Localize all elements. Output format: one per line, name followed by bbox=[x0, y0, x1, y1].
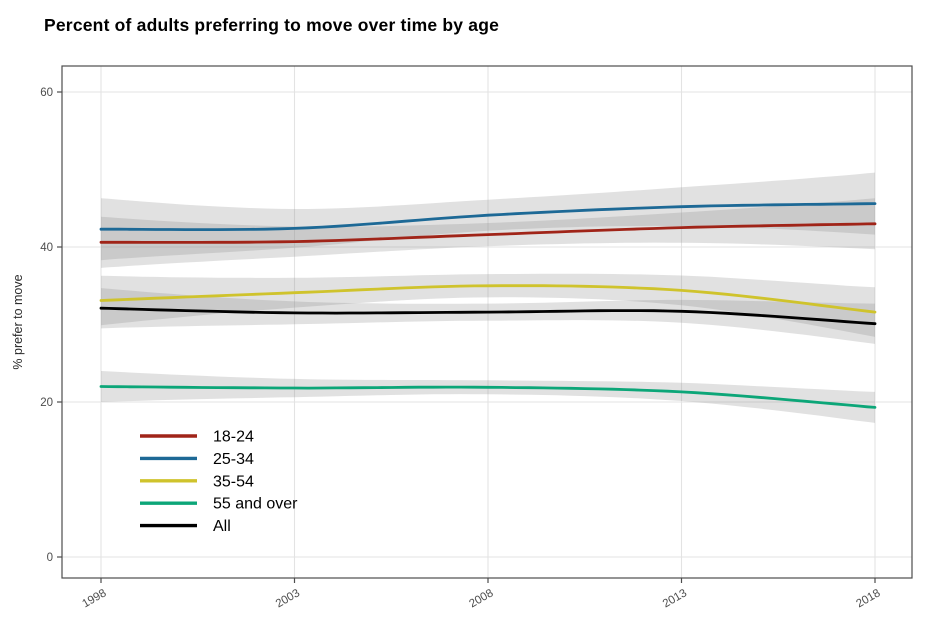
ci-ribbon-18-24 bbox=[101, 198, 875, 268]
x-tick-label-2003: 2003 bbox=[274, 587, 302, 610]
series-line-25-34 bbox=[99, 202, 877, 231]
legend-label-25-34: 25-34 bbox=[213, 451, 254, 468]
legend-item-55-and-over: 55 and over bbox=[140, 496, 298, 513]
x-tick-label-2018: 2018 bbox=[854, 587, 882, 610]
x-tick-label-1998: 1998 bbox=[80, 587, 108, 610]
plot-panel bbox=[62, 66, 912, 578]
y-tick-label-40: 40 bbox=[40, 242, 53, 254]
legend-item-35-54: 35-54 bbox=[140, 473, 254, 490]
legend-item-25-34: 25-34 bbox=[140, 451, 254, 468]
legend-item-All: All bbox=[140, 518, 231, 535]
series-line-55-and-over bbox=[99, 385, 877, 409]
y-tick-label-60: 60 bbox=[40, 87, 53, 99]
legend-label-18-24: 18-24 bbox=[213, 429, 254, 446]
ci-ribbon-55-and-over bbox=[101, 371, 875, 423]
legend-item-18-24: 18-24 bbox=[140, 429, 254, 446]
chart-title: Percent of adults preferring to move ove… bbox=[44, 15, 500, 35]
legend-label-55-and-over: 55 and over bbox=[213, 496, 298, 513]
x-tick-label-2013: 2013 bbox=[661, 587, 689, 610]
series-line-35-54 bbox=[99, 284, 877, 314]
series-line-18-24 bbox=[99, 222, 877, 244]
y-tick-label-20: 20 bbox=[40, 397, 53, 409]
ci-ribbon-All bbox=[101, 288, 875, 344]
series-line-All bbox=[99, 306, 877, 326]
x-tick-label-2008: 2008 bbox=[467, 587, 495, 610]
legend-label-35-54: 35-54 bbox=[213, 473, 254, 490]
legend-label-All: All bbox=[213, 518, 231, 535]
panel-border bbox=[61, 65, 913, 579]
y-tick-label-0: 0 bbox=[47, 552, 53, 564]
y-axis-title: % prefer to move bbox=[11, 274, 25, 369]
legend: 18-24 25-34 35-54 55 and over All bbox=[140, 429, 298, 535]
